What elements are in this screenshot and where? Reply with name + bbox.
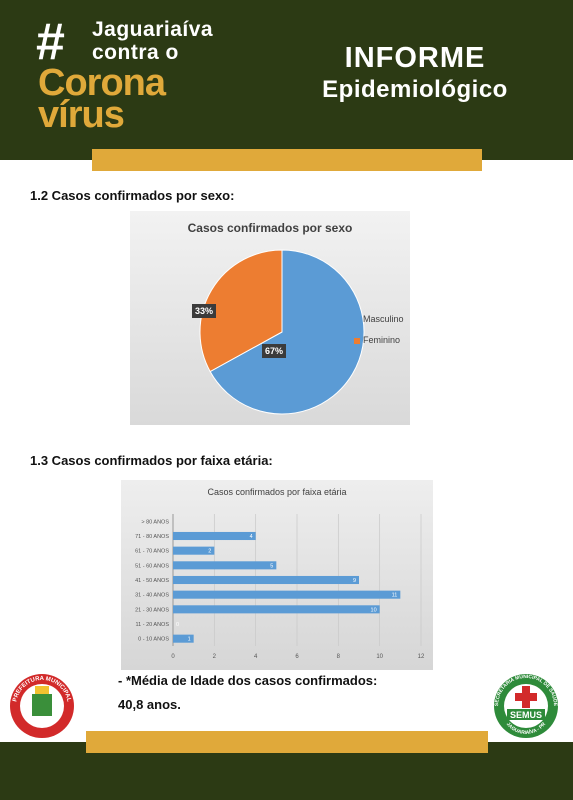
bar-4 — [173, 575, 359, 585]
bar-value-label-7: 4 — [250, 534, 253, 540]
bar-value-label-3: 11 — [392, 593, 398, 599]
x-tick-label-5: 10 — [376, 654, 383, 660]
semus-badge: SEMUS — [510, 710, 542, 720]
section-heading-age: 1.3 Casos confirmados por faixa etária: — [30, 453, 273, 468]
pie-label-feminino: 33% — [192, 304, 217, 318]
legend-swatch-masculino — [354, 316, 360, 323]
x-tick-label-0: 0 — [171, 654, 175, 660]
pie-chart-sex: Casos confirmados por sexo 67% 33% Mascu… — [130, 211, 410, 425]
bar-0 — [173, 634, 194, 643]
bar-chart-age: Casos confirmados por faixa etária 0 2 4 6 8… — [121, 480, 433, 670]
legend-item-masculino: Masculino — [354, 314, 404, 324]
legend-label-masculino: Masculino — [363, 314, 404, 324]
bar-value-label-5: 5 — [270, 563, 273, 569]
section-heading-sex: 1.2 Casos confirmados por sexo: — [30, 188, 235, 203]
y-tick-label-7: 71 - 80 ANOS — [135, 534, 169, 540]
header-banner: # Jaguariaíva contra o Corona vírus INFO… — [0, 0, 573, 160]
y-tick-label-5: 51 - 60 ANOS — [135, 563, 169, 569]
page-title: INFORME — [344, 42, 486, 74]
y-tick-label-2: 21 - 30 ANOS — [135, 607, 169, 613]
bar-6 — [173, 546, 215, 555]
legend-item-feminino: Feminino — [354, 335, 400, 345]
average-age-value: 40,8 anos. — [118, 697, 181, 712]
legend-label-feminino: Feminino — [363, 335, 401, 345]
pie-chart-title: Casos confirmados por sexo — [187, 221, 353, 235]
bar-chart-svg: Casos confirmados por faixa etária 0 2 4 6 8… — [135, 487, 425, 660]
pie-svg — [199, 249, 365, 415]
bar-2 — [173, 605, 380, 614]
legend-swatch-feminino — [354, 337, 360, 344]
bar-value-label-1: 0 — [176, 622, 179, 628]
bar-value-label-4: 9 — [353, 578, 356, 584]
semus-seal-icon: SEMUS SECRETARIA MUNICIPAL DE SAÚDE JAGU… — [494, 674, 558, 738]
pie-slice-feminino — [199, 249, 283, 373]
average-age-note: - *Média de Idade dos casos confirmados: — [118, 673, 378, 688]
page-subtitle: Epidemiológico — [322, 76, 508, 103]
x-tick-label-2: 4 — [254, 654, 258, 660]
brand-line-2: contra o — [92, 41, 179, 64]
bar-7 — [173, 531, 256, 541]
x-tick-label-6: 12 — [418, 654, 425, 660]
y-tick-label-6: 61 - 70 ANOS — [135, 549, 169, 555]
y-tick-label-3: 31 - 40 ANOS — [135, 593, 169, 599]
bar-3 — [173, 590, 401, 599]
x-tick-label-4: 8 — [337, 654, 341, 660]
hashtag-icon: # — [36, 13, 65, 71]
y-tick-label-4: 41 - 50 ANOS — [135, 578, 169, 584]
y-tick-label-8: > 80 ANOS — [141, 519, 169, 525]
x-tick-label-1: 2 — [213, 654, 217, 660]
bar-5 — [173, 561, 277, 570]
brand-corona: Corona — [38, 62, 166, 104]
prefeitura-seal-icon: PREFEITURA MUNICIPAL JAGUARIAÍVA - PR — [10, 674, 74, 738]
bar-value-label-6: 2 — [208, 549, 211, 555]
pie-slice-masculino — [209, 249, 365, 415]
brand-virus: vírus — [38, 94, 125, 136]
bar-value-label-2: 10 — [371, 607, 377, 613]
gold-divider-bottom — [86, 731, 488, 753]
bar-chart-title: Casos confirmados por faixa etária — [207, 487, 346, 497]
x-tick-label-3: 6 — [295, 654, 299, 660]
y-tick-label-0: 0 - 10 ANOS — [138, 637, 169, 643]
gold-divider-top — [92, 149, 482, 171]
y-tick-label-1: 11 - 20 ANOS — [135, 622, 169, 628]
bar-value-label-0: 1 — [188, 637, 191, 643]
pie-label-masculino: 67% — [262, 344, 287, 358]
brand-line-1: Jaguariaíva — [92, 18, 214, 41]
